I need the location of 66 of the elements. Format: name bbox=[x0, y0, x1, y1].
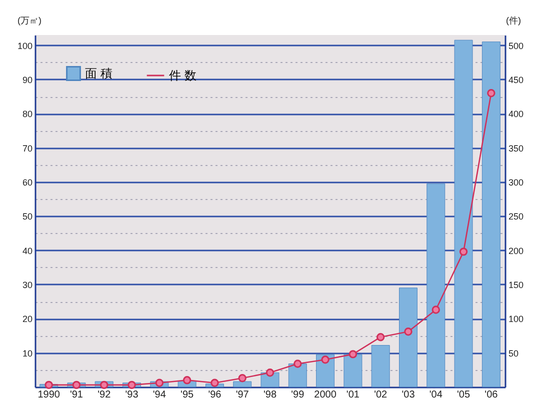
y2-tick-label: 350 bbox=[508, 143, 524, 154]
y2-tick-label: 450 bbox=[508, 74, 524, 85]
legend-label: 面 積 bbox=[85, 66, 112, 80]
y-tick-label: 40 bbox=[22, 246, 32, 256]
bar bbox=[482, 42, 500, 388]
y2-tick-label: 50 bbox=[508, 348, 519, 358]
x-tick-label: '02 bbox=[374, 390, 388, 400]
x-tick-label: '98 bbox=[263, 390, 277, 400]
y-tick-label: 70 bbox=[22, 143, 32, 154]
point bbox=[404, 328, 412, 336]
y-tick-label: 30 bbox=[22, 280, 32, 290]
x-tick-label: '03 bbox=[402, 390, 416, 400]
x-tick-label: '06 bbox=[484, 390, 498, 400]
y-tick-label: 20 bbox=[22, 314, 32, 324]
x-tick-label: '92 bbox=[98, 390, 112, 400]
bar bbox=[454, 40, 473, 388]
point bbox=[459, 248, 468, 256]
x-tick-label: 2000 bbox=[314, 390, 337, 400]
x-tick-label: '94 bbox=[152, 390, 166, 400]
y2-tick-label: 250 bbox=[508, 212, 524, 222]
point bbox=[294, 360, 302, 368]
y-tick-label: 90 bbox=[22, 74, 32, 85]
bar bbox=[233, 381, 252, 388]
x-tick-label: '95 bbox=[180, 390, 194, 400]
bar bbox=[288, 364, 307, 388]
point bbox=[210, 378, 219, 387]
x-tick-label: '96 bbox=[208, 390, 222, 400]
point bbox=[348, 350, 358, 358]
point bbox=[238, 374, 246, 382]
y2-tick-label: 200 bbox=[508, 246, 524, 256]
x-tick-label: 1990 bbox=[38, 390, 60, 400]
y-tick-label: 80 bbox=[22, 109, 32, 120]
x-tick-label: '97 bbox=[236, 390, 250, 400]
bar bbox=[344, 354, 362, 388]
x-tick-label: '91 bbox=[70, 390, 84, 400]
point bbox=[266, 368, 274, 377]
y2-tick-label: 500 bbox=[508, 40, 524, 51]
y2-tick-label: 400 bbox=[508, 109, 524, 120]
x-tick-label: '04 bbox=[429, 390, 443, 400]
point bbox=[376, 333, 385, 342]
point bbox=[155, 378, 164, 387]
bar bbox=[399, 288, 418, 388]
point bbox=[100, 380, 108, 390]
y-tick-label: 10 bbox=[22, 348, 32, 358]
bar bbox=[371, 345, 390, 388]
y-tick-label: 60 bbox=[22, 177, 32, 188]
point bbox=[432, 306, 440, 314]
point bbox=[128, 380, 136, 390]
y2-axis-title: (件) bbox=[506, 16, 521, 26]
x-tick-label: '93 bbox=[125, 390, 139, 400]
y-tick-label: 50 bbox=[22, 212, 32, 222]
x-tick-label: '01 bbox=[346, 390, 360, 400]
y2-tick-label: 100 bbox=[508, 314, 524, 324]
bar bbox=[426, 183, 446, 388]
point bbox=[72, 380, 81, 390]
x-tick-label: '05 bbox=[457, 390, 470, 400]
point bbox=[487, 89, 496, 98]
point bbox=[321, 356, 330, 364]
point bbox=[182, 376, 192, 384]
x-tick-label: '99 bbox=[291, 390, 305, 400]
y2-tick-label: 150 bbox=[508, 280, 524, 290]
y2-tick-label: 300 bbox=[508, 177, 524, 188]
legend-label: 件 数 bbox=[169, 68, 196, 82]
y-tick-label: 100 bbox=[17, 40, 32, 51]
y-axis-title: (万㎡) bbox=[18, 16, 42, 26]
point bbox=[44, 380, 53, 390]
